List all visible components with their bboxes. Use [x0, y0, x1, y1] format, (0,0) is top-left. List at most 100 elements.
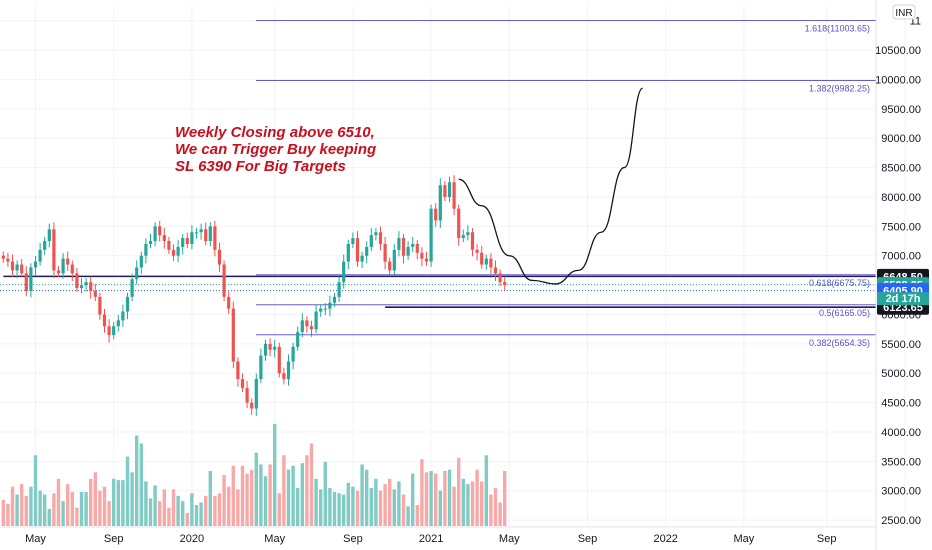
- candle-body: [286, 361, 291, 380]
- volume-bar: [70, 491, 74, 526]
- candle-body: [66, 258, 70, 265]
- candle-body: [461, 235, 465, 239]
- candle-body: [397, 238, 401, 250]
- volume-bar: [286, 469, 291, 526]
- candle-body: [406, 246, 410, 256]
- candle-body: [190, 232, 194, 244]
- candle-body: [263, 343, 268, 356]
- candle-body: [139, 255, 143, 268]
- candle-body: [305, 320, 309, 327]
- candle-body: [181, 238, 185, 247]
- time-tick-label: May: [499, 533, 520, 545]
- volume-bar: [148, 498, 153, 526]
- candle-body: [29, 267, 33, 291]
- candle-body: [277, 346, 281, 374]
- candle-body: [61, 258, 65, 274]
- candle-body: [447, 182, 452, 197]
- candle-body: [10, 261, 15, 271]
- volume-bar: [342, 494, 346, 526]
- candle-body: [204, 229, 208, 242]
- candle-body: [383, 243, 387, 262]
- annotation-line-3[interactable]: SL 6390 For Big Targets: [175, 158, 346, 175]
- volume-bar: [98, 490, 102, 526]
- candle-body: [374, 232, 378, 236]
- price-tick-label: 9000.00: [881, 133, 921, 145]
- candle-body: [98, 296, 102, 315]
- candle-body: [15, 264, 19, 271]
- volume-bar: [323, 461, 327, 526]
- candle-body: [245, 387, 249, 403]
- time-tick-label: May: [734, 533, 755, 545]
- candle-body: [213, 226, 217, 250]
- candle-body: [199, 229, 203, 233]
- candle-body: [176, 246, 180, 256]
- horizontal-lines[interactable]: [0, 275, 876, 309]
- candlesticks: [1, 175, 507, 417]
- candle-body: [24, 273, 28, 291]
- volume-bar: [420, 459, 424, 526]
- annotation-line-2[interactable]: We can Trigger Buy keeping: [175, 141, 376, 158]
- volume-bar: [158, 501, 162, 526]
- candle-body: [484, 258, 488, 265]
- candle-body: [489, 258, 493, 268]
- countdown-tag: [877, 292, 929, 306]
- time-axis[interactable]: May Sep 2020 May Sep 2021 May Sep 2022 May Sep: [0, 526, 876, 545]
- volume-bar: [245, 473, 249, 526]
- volume-bar: [199, 502, 203, 526]
- forecast-curve-path[interactable]: [458, 87, 644, 285]
- volume-bar: [443, 470, 447, 526]
- volume-bar: [250, 469, 254, 526]
- volume-bar: [125, 456, 130, 526]
- candle-body: [1, 255, 5, 259]
- candle-body: [227, 296, 231, 309]
- volume-bar: [397, 481, 401, 526]
- fibonacci-levels[interactable]: 0.382(5654.35) 0.5(6165.05) 0.618(6675.75)…: [256, 19, 876, 348]
- fib-level-label: 1.618(11003.65): [805, 23, 870, 33]
- forecast-curve[interactable]: [458, 87, 644, 285]
- countdown-text: 2d 17h: [886, 293, 921, 305]
- price-tick-label: 4500.00: [881, 398, 921, 410]
- candle-body: [424, 258, 429, 262]
- price-tick-label: 8500.00: [881, 163, 921, 175]
- volume-bar: [351, 486, 355, 526]
- annotation-text[interactable]: Weekly Closing above 6510, We can Trigge…: [175, 124, 376, 175]
- candle-body: [282, 373, 286, 380]
- volume-bar: [10, 486, 15, 526]
- candle-body: [443, 185, 447, 197]
- volume-bar: [194, 505, 199, 526]
- volume-bar: [291, 465, 295, 526]
- candle-body: [401, 238, 406, 256]
- candle-body: [369, 235, 373, 247]
- annotation-line-1[interactable]: Weekly Closing above 6510,: [175, 124, 375, 141]
- fib-level-label: 0.5(6165.05): [819, 308, 870, 318]
- candle-body: [300, 320, 304, 333]
- candle-body: [130, 279, 134, 297]
- volume-bar: [135, 435, 139, 526]
- volume-bar: [15, 494, 19, 526]
- price-tag-text: 6123.65: [883, 302, 923, 314]
- volume-bar: [84, 491, 88, 526]
- volume-bar: [411, 473, 415, 526]
- volume-bar: [268, 464, 272, 526]
- currency-badge[interactable]: INR: [892, 4, 916, 20]
- time-tick-label: Sep: [343, 533, 363, 545]
- volume-bar: [406, 506, 410, 526]
- volume-bar: [277, 493, 281, 526]
- volume-bar: [300, 463, 304, 526]
- candle-body: [231, 308, 235, 362]
- candle-body: [194, 232, 199, 234]
- volume-bar: [1, 499, 5, 526]
- volume-bar: [434, 473, 438, 526]
- volume-bar: [401, 494, 406, 526]
- volume-bar: [43, 494, 47, 526]
- volume-bar: [213, 495, 217, 526]
- volume-bar: [116, 480, 120, 526]
- volume-bar: [6, 503, 10, 526]
- volume-bar: [438, 490, 442, 526]
- volume-bar: [33, 455, 38, 526]
- candle-body: [43, 241, 47, 250]
- candle-body: [102, 314, 107, 327]
- candle-body: [434, 208, 438, 221]
- candle-body: [296, 332, 300, 347]
